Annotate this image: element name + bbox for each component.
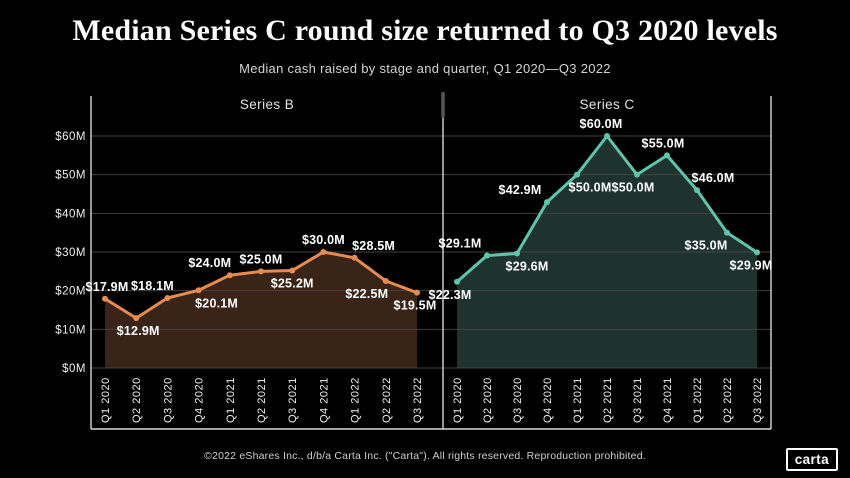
x-tick-label: Q2 2022 (722, 377, 734, 423)
value-label: $35.0M (685, 239, 728, 253)
value-label: $22.5M (345, 287, 388, 301)
data-point (544, 199, 550, 206)
dual-panel-area-chart: $17.9M Q1 2020 $12.9M Q2 2020 $18.1M Q3 2020 $… (55, 92, 773, 430)
data-point (604, 133, 610, 139)
copyright-text: ©2022 eShares Inc., d/b/a Carta Inc. ("C… (204, 450, 646, 462)
y-tick-label: $30M (55, 247, 86, 259)
data-point (195, 287, 202, 294)
data-point (754, 249, 760, 256)
x-tick-label: Q2 2022 (381, 377, 393, 423)
series-area-b (105, 252, 417, 368)
x-tick-label: Q1 2021 (572, 377, 584, 423)
chart-subtitle: Median cash raised by stage and quarter,… (239, 61, 611, 76)
value-label: $18.1M (131, 279, 174, 293)
value-label: $25.2M (271, 277, 314, 291)
value-label: $46.0M (692, 171, 735, 185)
data-point (724, 229, 730, 236)
panel-title-series-b: Series B (240, 97, 294, 112)
data-point (258, 268, 264, 275)
value-label: $17.9M (86, 280, 129, 294)
data-point (694, 187, 700, 194)
data-point (133, 315, 140, 322)
y-tick-label: $50M (55, 170, 86, 182)
data-point (634, 171, 640, 178)
x-tick-label: Q1 2020 (452, 377, 464, 423)
value-label: $30.0M (302, 233, 345, 247)
data-point (226, 272, 233, 279)
x-tick-label: Q3 2021 (287, 377, 299, 423)
data-point (289, 267, 296, 274)
data-point (574, 171, 580, 178)
value-label: $29.1M (439, 236, 482, 250)
y-tick-label: $40M (55, 208, 86, 220)
x-tick-label: Q2 2021 (602, 377, 614, 423)
data-point (382, 278, 389, 284)
y-tick-label: $10M (55, 324, 86, 336)
scrollbar-thumb[interactable] (441, 92, 445, 118)
data-point (320, 249, 327, 255)
x-tick-label: Q2 2021 (256, 377, 268, 423)
data-point (514, 250, 520, 257)
data-point (164, 295, 171, 302)
value-label: $29.6M (506, 260, 549, 274)
value-label: $28.5M (352, 239, 395, 253)
x-tick-label: Q2 2020 (482, 377, 494, 423)
value-label: $42.9M (499, 183, 542, 197)
value-label: $19.5M (394, 299, 437, 313)
x-tick-label: Q3 2020 (162, 377, 174, 423)
value-label: $29.9M (730, 258, 773, 272)
data-point (351, 254, 358, 261)
x-tick-label: Q1 2022 (692, 377, 704, 423)
value-label: $25.0M (240, 252, 283, 266)
carta-logo: carta (785, 448, 838, 471)
value-label: $22.3M (429, 288, 472, 302)
x-tick-label: Q4 2020 (194, 377, 206, 423)
data-point (484, 252, 490, 259)
x-tick-label: Q3 2020 (512, 377, 524, 423)
value-label: $12.9M (117, 324, 160, 338)
y-tick-label: $0M (62, 363, 86, 375)
value-label: $60.0M (580, 117, 623, 131)
value-label: $50.0M (612, 181, 655, 195)
x-tick-label: Q3 2022 (752, 377, 764, 423)
x-tick-label: Q1 2021 (225, 377, 237, 423)
y-tick-label: $60M (55, 131, 86, 143)
value-label: $55.0M (642, 136, 685, 150)
x-tick-label: Q2 2020 (131, 377, 143, 423)
page-title: Median Series C round size returned to Q… (72, 14, 778, 47)
chart-area: $17.9M Q1 2020 $12.9M Q2 2020 $18.1M Q3 2020 $… (0, 88, 850, 434)
carta-logo-text: carta (794, 452, 829, 467)
x-tick-label: Q1 2020 (100, 377, 112, 423)
x-tick-label: Q3 2022 (412, 377, 424, 423)
value-label: $50.0M (569, 181, 612, 195)
value-label: $20.1M (195, 296, 238, 310)
data-point (454, 278, 460, 285)
data-point (414, 289, 420, 296)
x-tick-label: Q4 2020 (542, 377, 554, 423)
x-tick-label: Q1 2022 (350, 377, 362, 423)
y-tick-label: $20M (55, 286, 86, 298)
value-label: $24.0M (188, 256, 231, 270)
panel-title-series-c: Series C (580, 97, 635, 112)
x-tick-label: Q3 2021 (632, 377, 644, 423)
x-tick-label: Q4 2021 (318, 377, 330, 423)
data-point (102, 295, 108, 302)
data-point (664, 152, 670, 159)
x-tick-label: Q4 2021 (662, 377, 674, 423)
